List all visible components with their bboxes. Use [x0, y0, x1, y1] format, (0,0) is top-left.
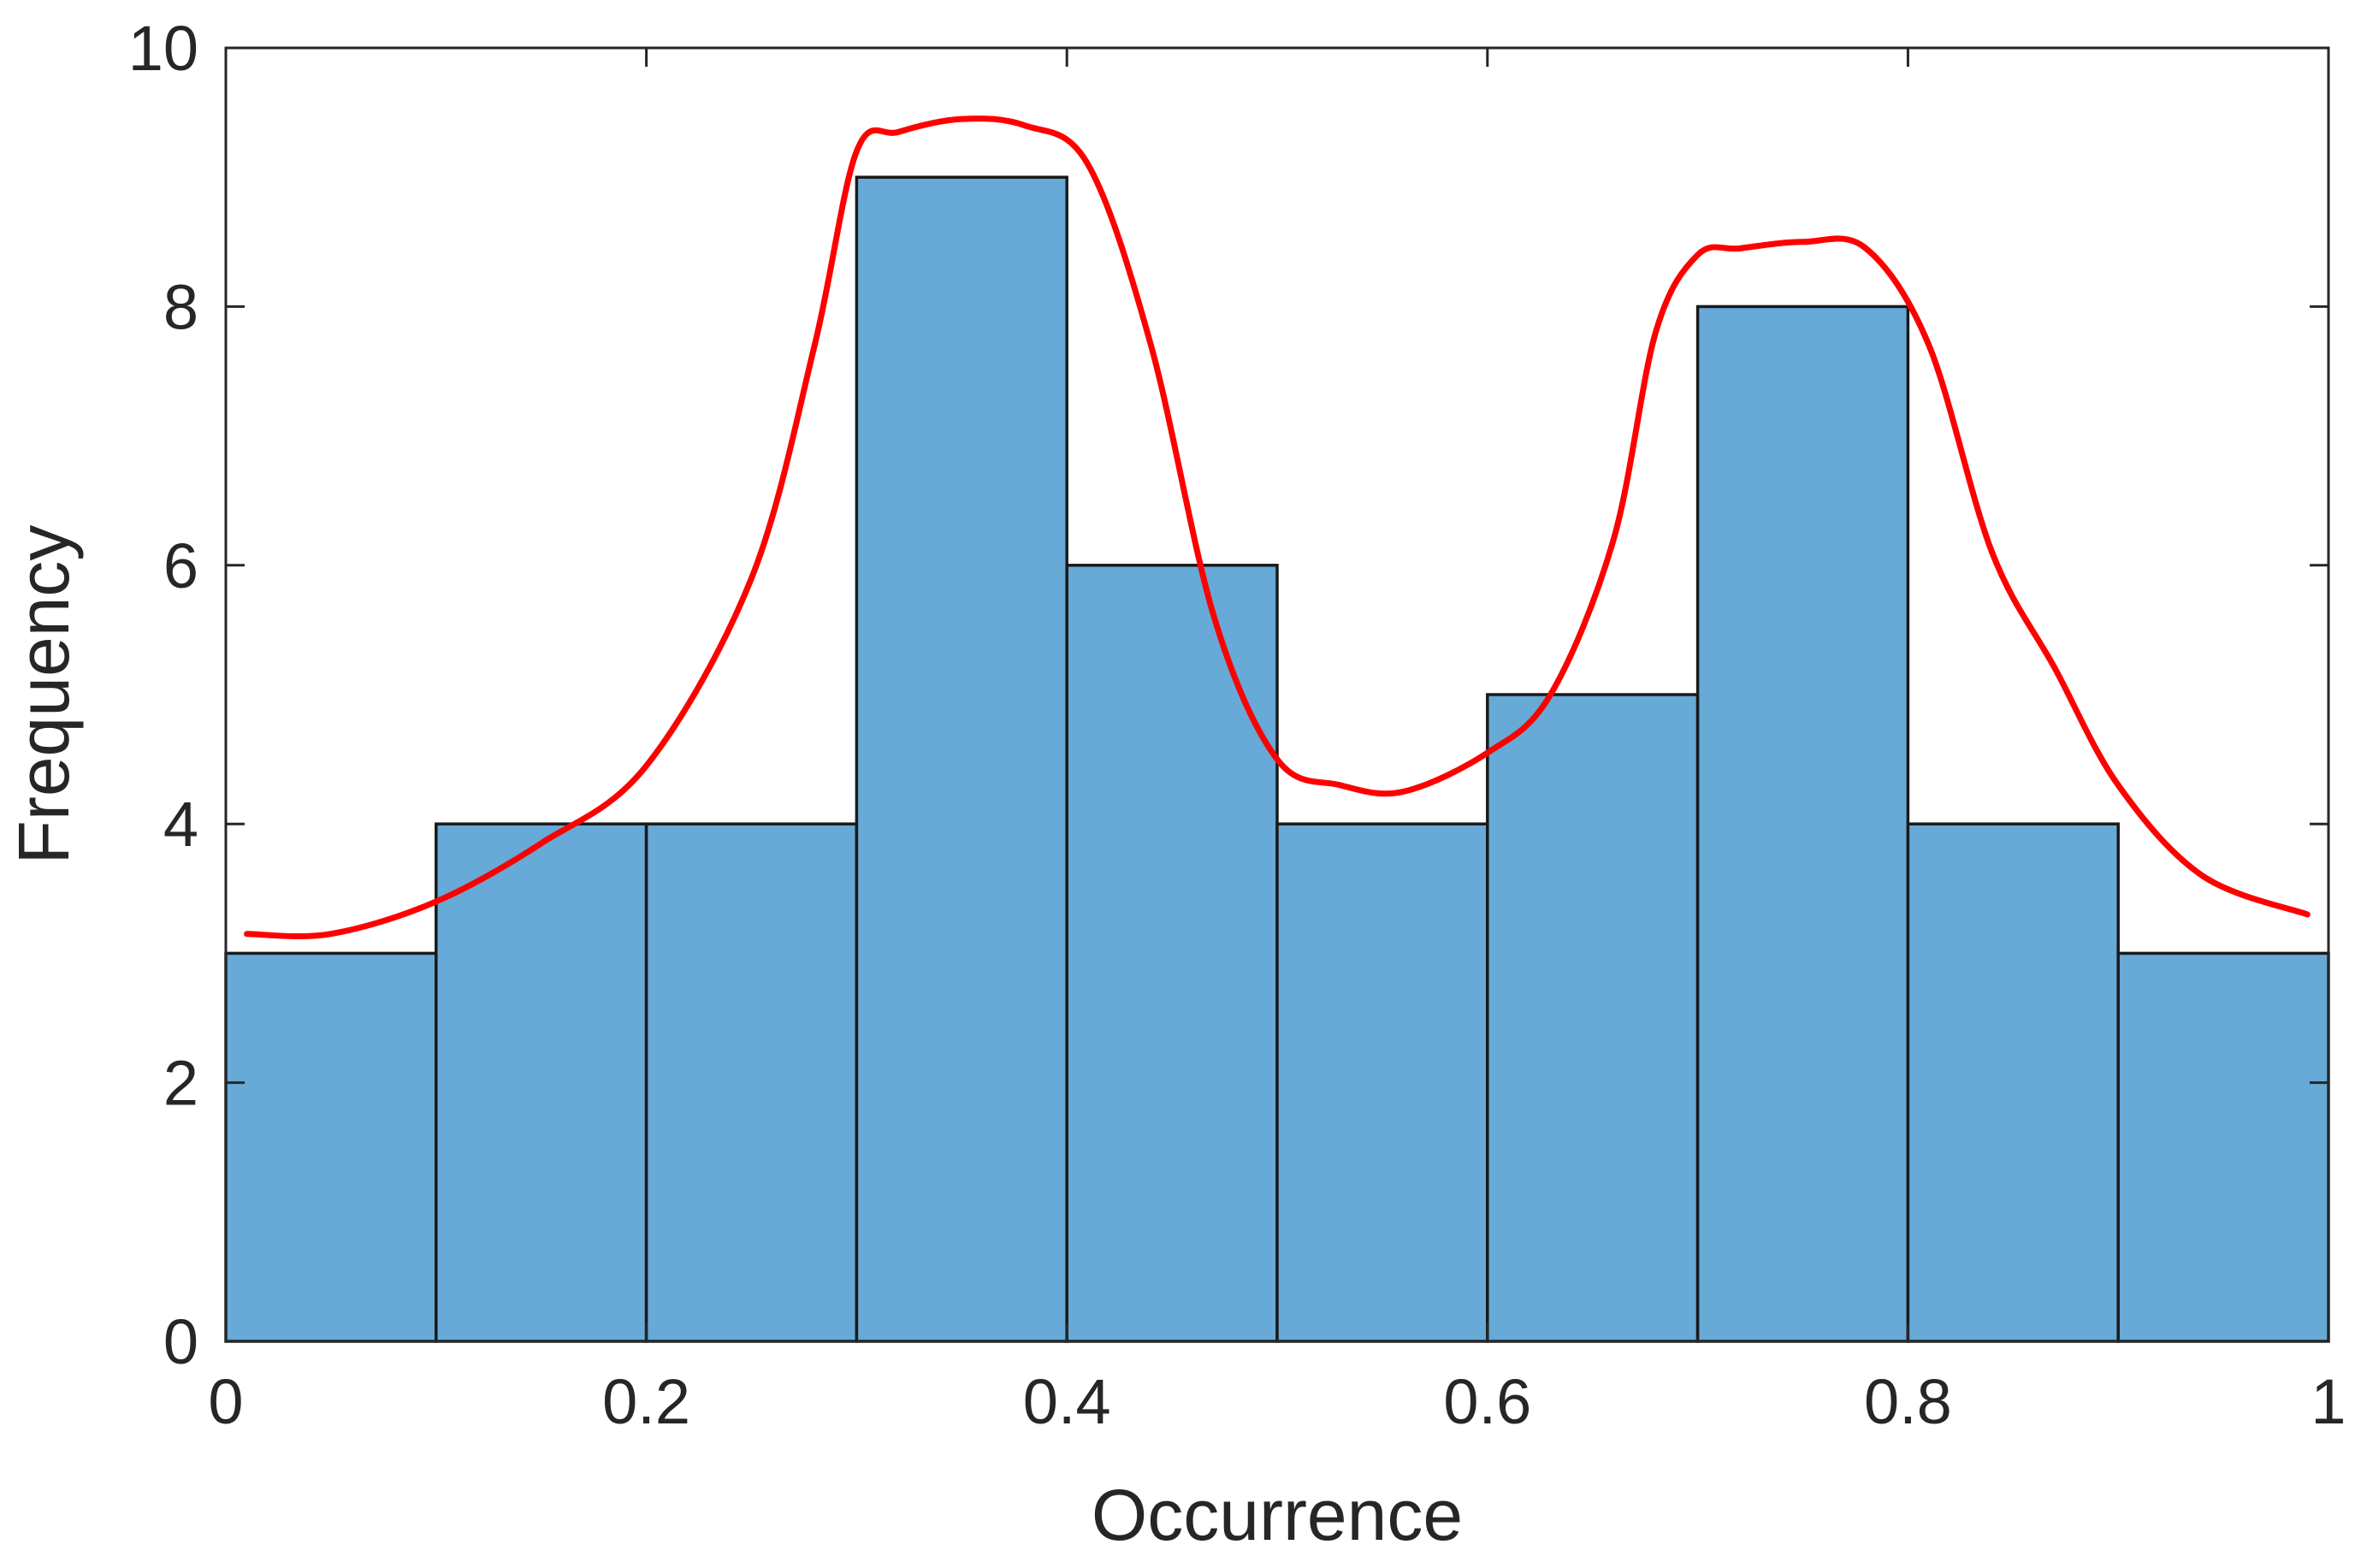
histogram-bar-7 — [1486, 693, 1700, 1343]
x-tick-label: 0.8 — [1864, 1366, 1952, 1437]
plot-box — [224, 46, 2330, 1343]
x-tick-label: 0.4 — [1023, 1366, 1111, 1437]
y-tick-labels: 0 2 4 6 8 10 — [128, 13, 198, 1377]
histogram-bar-3 — [644, 822, 859, 1343]
y-tick-label: 2 — [163, 1048, 198, 1119]
histogram-bar-9 — [1906, 822, 2120, 1343]
x-tick-label: 0.6 — [1443, 1366, 1531, 1437]
histogram-bar-4 — [855, 175, 1068, 1343]
histogram-bar-10 — [2116, 951, 2330, 1343]
histogram-bar-8 — [1695, 305, 1910, 1343]
y-tick-label: 0 — [163, 1306, 198, 1377]
density-curve-group — [244, 115, 2311, 939]
y-tick-label: 6 — [163, 530, 198, 601]
axes-group — [224, 46, 2330, 1343]
y-tick-label: 10 — [128, 13, 198, 84]
density-curve — [244, 115, 2311, 939]
y-axis-title: Frequency — [3, 525, 84, 865]
x-tick-label: 0.2 — [602, 1366, 690, 1437]
x-tick-label: 0 — [208, 1366, 243, 1437]
x-tick-label: 1 — [2311, 1366, 2346, 1437]
x-axis-title: Occurrence — [1092, 1475, 1463, 1555]
y-tick-label: 4 — [163, 789, 198, 860]
histogram-bar-6 — [1275, 822, 1489, 1343]
histogram-bar-1 — [224, 951, 438, 1343]
histogram-bar-2 — [435, 822, 648, 1343]
x-tick-labels: 0 0.2 0.4 0.6 0.8 1 — [208, 1366, 2346, 1437]
y-tick-label: 8 — [163, 271, 198, 342]
histogram-bar-5 — [1065, 564, 1279, 1343]
bars-group — [224, 175, 2330, 1343]
